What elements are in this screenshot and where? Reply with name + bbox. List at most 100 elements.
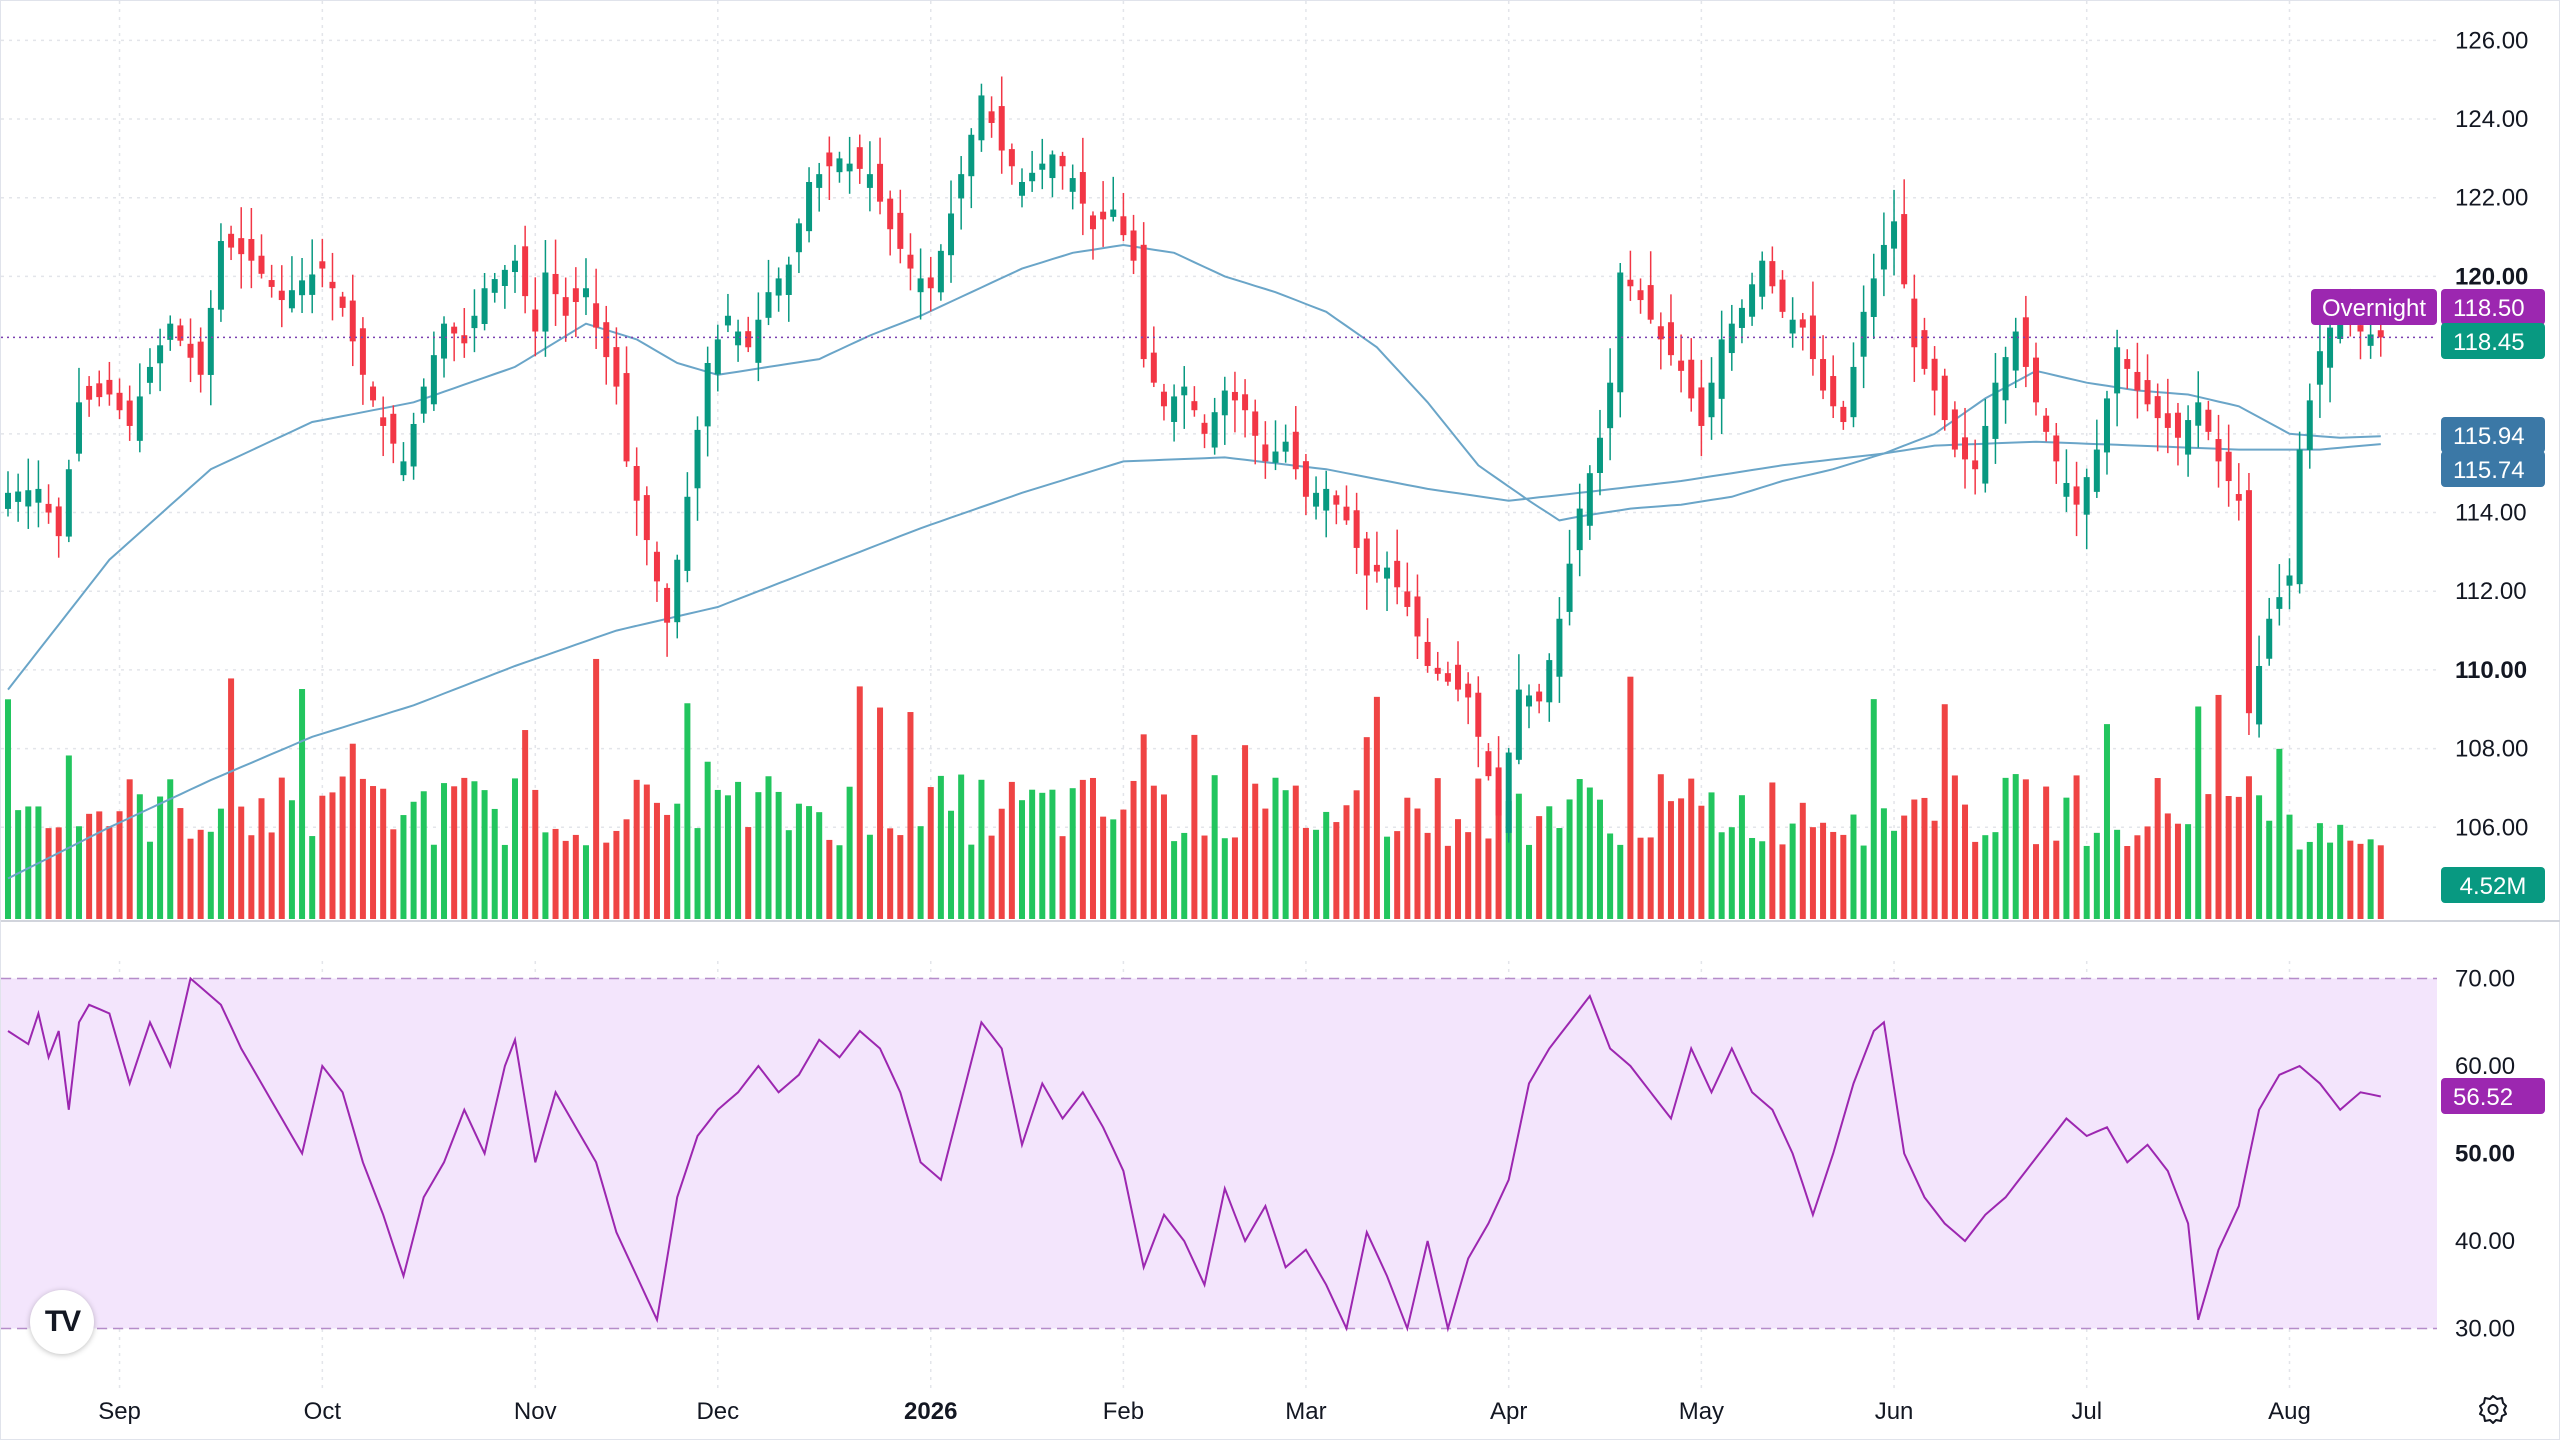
candle xyxy=(1424,618,1431,673)
candle xyxy=(1221,376,1228,445)
candle-body xyxy=(1546,660,1553,703)
candle-body xyxy=(1363,538,1370,576)
candle-body xyxy=(5,492,11,509)
candle-body xyxy=(795,223,802,253)
volume-bar xyxy=(1596,799,1603,919)
candle xyxy=(1313,476,1320,520)
candle-body xyxy=(1809,315,1816,360)
candle xyxy=(258,234,265,279)
candle-body xyxy=(1576,508,1583,551)
candle xyxy=(1860,285,1867,389)
candle xyxy=(2154,383,2161,452)
candle-body xyxy=(694,429,701,489)
price-axis: 106.00108.00110.00112.00114.00116.00120.… xyxy=(2455,27,2528,841)
candle xyxy=(1982,398,1989,493)
candle-body xyxy=(1759,260,1766,297)
volume-bar xyxy=(1110,819,1117,919)
candle xyxy=(674,554,681,639)
candle-body xyxy=(1526,695,1532,707)
volume-bar xyxy=(1809,827,1816,919)
rsi-value-tag: 56.52 xyxy=(2441,1078,2545,1114)
volume-bar xyxy=(1698,805,1705,919)
volume-bar xyxy=(2276,748,2283,919)
time-tick-label: Aug xyxy=(2268,1398,2311,1425)
volume-bar xyxy=(2235,796,2242,919)
candle-body xyxy=(1982,425,1989,484)
volume-bar xyxy=(1840,834,1847,919)
price-tick-label: 114.00 xyxy=(2455,500,2527,527)
candle-body xyxy=(978,95,985,141)
candle-body xyxy=(1708,382,1715,418)
candle xyxy=(2185,405,2192,477)
candle-body xyxy=(1434,667,1441,674)
candle-body xyxy=(1637,290,1644,301)
price-tick-label: 112.00 xyxy=(2455,578,2527,605)
volume-bar xyxy=(2377,845,2384,919)
volume-bar xyxy=(1252,783,1259,919)
volume-bar xyxy=(441,783,448,919)
volume-bar xyxy=(1901,815,1908,919)
volume-bar xyxy=(1962,804,1969,919)
volume-bar xyxy=(1384,836,1391,919)
candle-body xyxy=(1292,431,1299,470)
candle-body xyxy=(836,158,843,173)
volume-bar xyxy=(2083,845,2090,919)
volume-bar xyxy=(2103,724,2110,919)
candle xyxy=(35,460,42,528)
tradingview-logo[interactable]: TV xyxy=(30,1290,94,1354)
volume-bar xyxy=(75,826,82,919)
candle xyxy=(2083,468,2090,550)
volume-bar xyxy=(623,819,630,919)
volume-bar xyxy=(643,784,650,919)
volume-bar xyxy=(1394,831,1401,919)
candle xyxy=(2002,346,2009,424)
candle xyxy=(106,361,113,406)
candle-body xyxy=(917,278,924,293)
volume-bar xyxy=(1282,790,1289,919)
volume-bar xyxy=(755,792,762,919)
volume-bar xyxy=(349,743,356,919)
candle xyxy=(1008,143,1015,185)
candle xyxy=(735,319,742,362)
volume-bar xyxy=(2185,824,2192,919)
rsi-value-tag-bg xyxy=(2441,1078,2545,1114)
price-tick-label: 122.00 xyxy=(2455,185,2528,212)
volume-bar xyxy=(1728,827,1735,919)
volume-bar xyxy=(1526,844,1532,919)
time-tick-label: Nov xyxy=(514,1398,557,1425)
volume-bar xyxy=(471,781,478,919)
candle xyxy=(1211,397,1218,455)
time-tick-label: Jun xyxy=(1875,1398,1914,1425)
candle-body xyxy=(55,506,62,537)
volume-bar xyxy=(1231,837,1238,919)
candle xyxy=(664,583,671,657)
candle-body xyxy=(1181,386,1188,396)
candle-body xyxy=(126,400,133,426)
candle-body xyxy=(1627,279,1634,287)
candle xyxy=(512,244,518,293)
overnight-price-tag: 118.50 xyxy=(2441,289,2545,325)
candle xyxy=(937,244,944,301)
candle xyxy=(1069,164,1076,210)
candle xyxy=(2306,383,2313,469)
candle-body xyxy=(1749,284,1756,317)
rsi-axis: 30.00 40.00 50.00 60.00 70.00 xyxy=(2455,966,2515,1343)
price-tick-label: 124.00 xyxy=(2455,106,2528,133)
candle-body xyxy=(451,326,458,334)
candle-body xyxy=(1171,396,1178,422)
candle-body xyxy=(25,490,32,507)
volume-bar xyxy=(532,789,539,919)
candle-body xyxy=(319,261,326,269)
volume-bar xyxy=(491,808,498,919)
candle-body xyxy=(1252,411,1259,436)
candle-body xyxy=(948,213,955,256)
rsi-tick-label: 30.00 xyxy=(2455,1316,2515,1343)
volume-bar xyxy=(603,842,610,919)
candle xyxy=(1678,334,1685,393)
volume-bar xyxy=(1992,832,1999,919)
time-axis[interactable]: Sep Oct Nov Dec 2026 Feb Mar Apr May Jun Jul Aug xyxy=(98,1398,2311,1425)
settings-gear-icon[interactable] xyxy=(2478,1394,2518,1434)
candle xyxy=(826,136,833,200)
candle-body xyxy=(136,396,143,441)
